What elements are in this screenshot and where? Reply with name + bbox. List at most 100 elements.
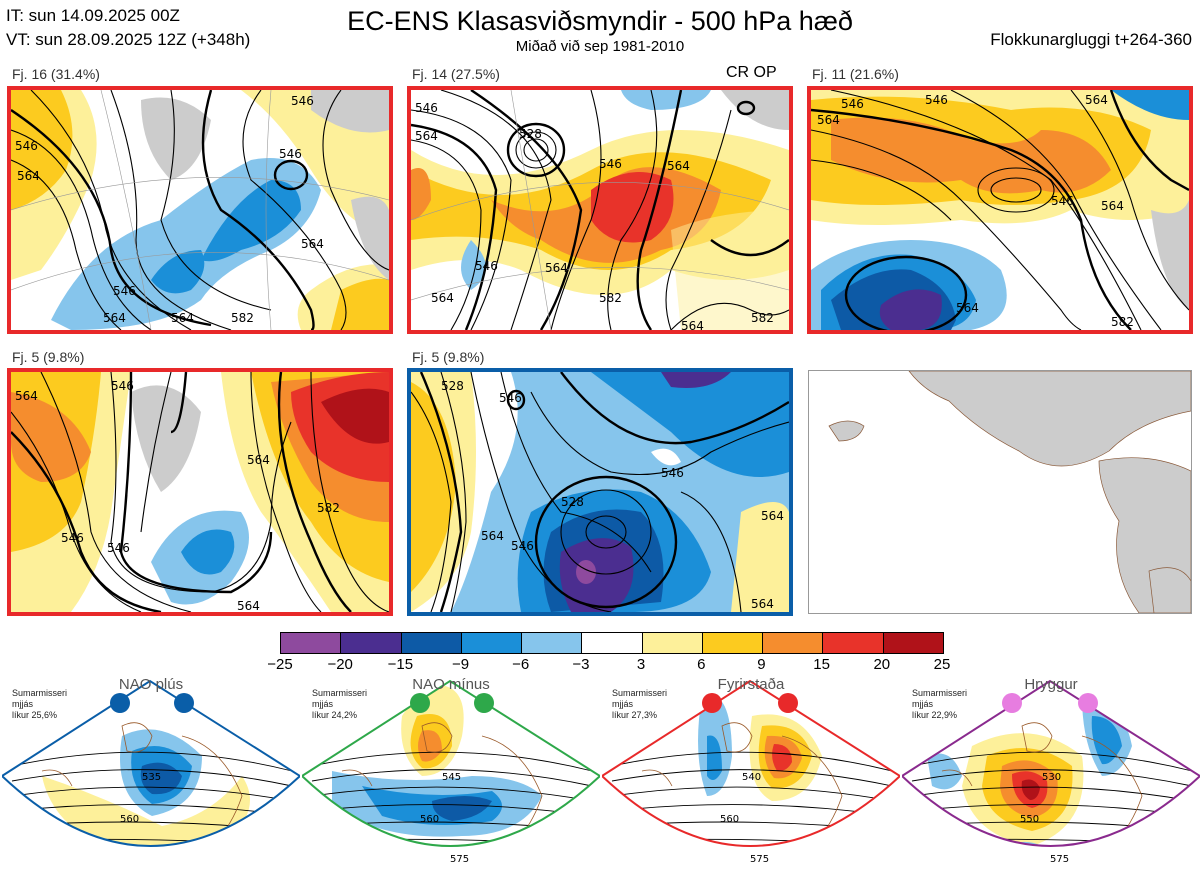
- regime-dot: [410, 693, 430, 713]
- regime-probability: líkur 24,2%: [312, 710, 358, 720]
- contour-label: 582: [751, 311, 774, 325]
- contour-label: 564: [751, 597, 774, 611]
- regime-contour-label: 575: [450, 854, 469, 865]
- contour-label: 546: [113, 284, 136, 298]
- contour-label: 546: [599, 157, 622, 171]
- contour-label: 546: [1051, 194, 1074, 208]
- contour-label: 564: [15, 389, 38, 403]
- contour-label: 546: [15, 139, 38, 153]
- contour-label: 564: [1085, 93, 1108, 107]
- cluster-map-4: 564 546 546 546 564 582 564: [7, 368, 393, 616]
- regime-contour-label: 560: [120, 814, 139, 825]
- colorbar-cell: [823, 633, 884, 653]
- colorbar: [280, 632, 944, 654]
- regime-name: Fyrirstaða: [717, 676, 785, 693]
- regime-contour-label: 550: [1020, 814, 1039, 825]
- base-map: [808, 370, 1192, 614]
- regime-panel: 535 560 NAO plús Sumarmisseri mjjás líkur…: [2, 676, 300, 871]
- contour-label: 546: [291, 94, 314, 108]
- regime-contour-label: 575: [1050, 854, 1069, 865]
- page-subtitle: Miðað við sep 1981-2010: [515, 38, 685, 55]
- regime-dot: [110, 693, 130, 713]
- regime-source: mjjás: [612, 699, 634, 709]
- contour-label: 528: [441, 379, 464, 393]
- regime-panel: 530 550 575 Hryggur Sumarmisseri mjjás lík…: [902, 676, 1200, 871]
- regime-dot: [174, 693, 194, 713]
- contour-label: 546: [61, 531, 84, 545]
- cluster-map-2: 546 564 528 546 564 546 564 564 582 582 …: [407, 86, 793, 334]
- colorbar-cell: [702, 633, 764, 653]
- contour-label: 564: [415, 129, 438, 143]
- page-title: EC-ENS Klasasviðsmyndir - 500 hPa hæð: [347, 6, 853, 36]
- cluster-map-5: 546 528 546 546 528 564 564 564: [407, 368, 793, 616]
- colorbar-cell: [401, 633, 462, 653]
- contour-label: 564: [171, 311, 194, 325]
- regime-dot: [474, 693, 494, 713]
- contour-label: 582: [599, 291, 622, 305]
- colorbar-tick-label: 6: [697, 656, 706, 673]
- regime-season: Sumarmisseri: [312, 688, 368, 698]
- regime-probability: líkur 22,9%: [912, 710, 958, 720]
- colorbar-tick-label: −15: [387, 656, 414, 673]
- contour-label: 564: [237, 599, 260, 612]
- contour-label: 564: [956, 301, 979, 315]
- contour-label: 582: [231, 311, 254, 325]
- contour-label: 564: [667, 159, 690, 173]
- contour-label: 564: [681, 319, 704, 330]
- regime-name: Hryggur: [1024, 676, 1078, 693]
- regime-season: Sumarmisseri: [912, 688, 968, 698]
- contour-label: 564: [817, 113, 840, 127]
- contour-label: 528: [561, 495, 584, 509]
- classification-window: Flokkunargluggi t+264-360: [990, 30, 1192, 49]
- colorbar-tick-label: 9: [757, 656, 766, 673]
- regime-probability: líkur 25,6%: [12, 710, 58, 720]
- regime-source: mjjás: [12, 699, 34, 709]
- colorbar-cell: [582, 633, 643, 653]
- colorbar-tick-label: −3: [572, 656, 590, 673]
- colorbar-tick-label: −6: [512, 656, 530, 673]
- panel-4-label: Fj. 5 (9.8%): [12, 349, 85, 365]
- contour-label: 564: [1101, 199, 1124, 213]
- regime-probability: líkur 27,3%: [612, 710, 658, 720]
- cluster-map-1: 546 546 546 564 564 546 564 564 582: [7, 86, 393, 334]
- regime-panel: 545 560 575 NAO mínus Sumarmisseri mjjás l…: [302, 676, 600, 871]
- contour-label: 546: [111, 379, 134, 393]
- colorbar-cell: [883, 633, 943, 653]
- colorbar-cell: [461, 633, 523, 653]
- contour-label: 564: [761, 509, 784, 523]
- contour-label: 564: [545, 261, 568, 275]
- colorbar-tick-label: −9: [451, 656, 470, 673]
- colorbar-cell: [642, 633, 703, 653]
- contour-label: 582: [317, 501, 340, 515]
- control-run-marker: CR OP: [726, 64, 777, 81]
- regime-panel: 540 560 575 Fyrirstaða Sumarmisseri mjjás …: [602, 676, 900, 871]
- regime-contour-label: 545: [442, 772, 461, 783]
- contour-label: 546: [475, 259, 498, 273]
- regime-dot: [702, 693, 722, 713]
- contour-label: 564: [17, 169, 40, 183]
- contour-label: 564: [301, 237, 324, 251]
- regime-season: Sumarmisseri: [612, 688, 668, 698]
- regime-contour-label: 530: [1042, 772, 1061, 783]
- contour-label: 564: [431, 291, 454, 305]
- regime-dot: [1078, 693, 1098, 713]
- colorbar-cell: [763, 633, 824, 653]
- regime-dot: [1002, 693, 1022, 713]
- regime-contour-label: 575: [750, 854, 769, 865]
- regime-contour-label: 535: [142, 772, 161, 783]
- panel-3-label: Fj. 11 (21.6%): [812, 66, 899, 82]
- contour-label: 546: [107, 541, 130, 555]
- regime-contour-label: 560: [420, 814, 439, 825]
- contour-label: 564: [103, 311, 126, 325]
- colorbar-tick-label: −25: [267, 656, 293, 673]
- regime-source: mjjás: [912, 699, 934, 709]
- contour-label: 582: [1111, 315, 1134, 329]
- regime-name: NAO mínus: [412, 676, 490, 693]
- colorbar-tick-label: −20: [327, 656, 353, 673]
- colorbar-cell: [281, 633, 342, 653]
- regime-source: mjjás: [312, 699, 334, 709]
- contour-label: 528: [519, 127, 542, 141]
- colorbar-tick-label: 3: [636, 656, 646, 673]
- colorbar-tick-label: 20: [873, 656, 891, 673]
- regime-season: Sumarmisseri: [12, 688, 68, 698]
